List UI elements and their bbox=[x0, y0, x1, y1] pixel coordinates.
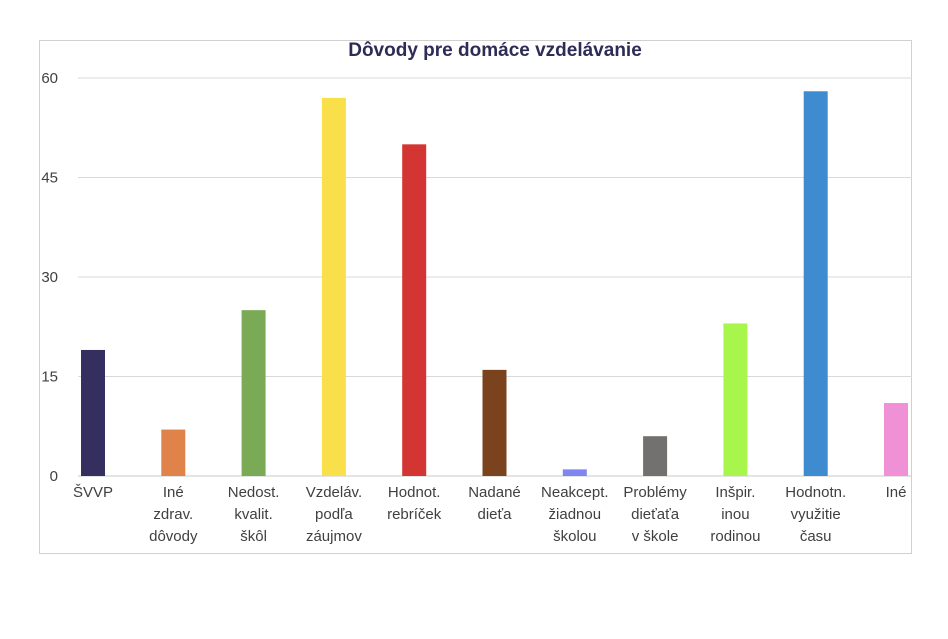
x-category-label: Hodnotn. využitie času bbox=[785, 484, 846, 545]
y-tick-label: 60 bbox=[41, 70, 58, 87]
x-category-label: Iné zdrav. dôvody bbox=[149, 484, 198, 545]
bar-5 bbox=[482, 369, 507, 476]
bar-10 bbox=[884, 403, 908, 476]
x-category-label: Neakcept. žiadnou školou bbox=[541, 484, 609, 545]
x-axis-categories: ŠVVP Iné zdrav. dôvody Nedost. kvalit. škôl Vzd… bbox=[73, 484, 906, 545]
y-tick-label: 15 bbox=[41, 369, 58, 386]
bar-7 bbox=[643, 436, 668, 476]
x-category-label: Iné bbox=[886, 484, 907, 501]
y-axis-ticks: 0 15 30 45 60 bbox=[41, 70, 58, 485]
x-category-label: Problémy dieťaťa v škole bbox=[623, 484, 687, 545]
y-tick-label: 0 bbox=[50, 468, 58, 485]
bar-6 bbox=[562, 469, 587, 476]
bar-4 bbox=[402, 144, 427, 477]
bar-1 bbox=[161, 429, 186, 476]
x-category-label: Nadané dieťa bbox=[468, 484, 521, 523]
x-category-label: Vzdeláv. podľa záujmov bbox=[306, 484, 363, 545]
bar-0 bbox=[81, 349, 105, 476]
y-tick-label: 30 bbox=[41, 269, 58, 286]
chart-title: Dôvody pre domáce vzdelávanie bbox=[348, 40, 642, 61]
bar-2 bbox=[241, 310, 266, 476]
x-category-label: Nedost. kvalit. škôl bbox=[228, 484, 280, 545]
bar-9 bbox=[803, 91, 828, 477]
bars bbox=[81, 91, 908, 477]
x-category-label: Inšpir. inou rodinou bbox=[710, 484, 760, 545]
bar-8 bbox=[723, 323, 748, 476]
x-category-label: ŠVVP bbox=[73, 484, 113, 501]
bar-3 bbox=[321, 97, 346, 477]
x-category-label: Hodnot. rebríček bbox=[387, 484, 442, 523]
y-tick-label: 45 bbox=[41, 170, 58, 187]
